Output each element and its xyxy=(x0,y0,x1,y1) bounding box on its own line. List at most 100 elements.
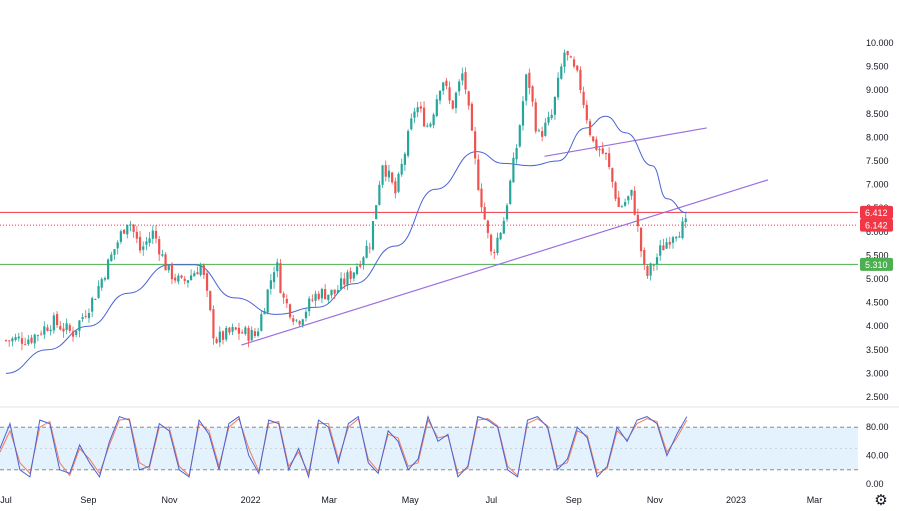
candle-body xyxy=(135,231,138,239)
price-badges: 6.412 6.142 5.310 xyxy=(860,205,893,271)
candle-body xyxy=(410,118,413,130)
settings-gear-icon[interactable]: ⚙ xyxy=(874,491,888,509)
candle xyxy=(8,339,11,347)
candle xyxy=(438,90,442,105)
candle-body xyxy=(633,190,636,215)
candle-body xyxy=(138,236,142,251)
oscillator-axis[interactable]: 80.00 40.00 0.00 xyxy=(866,422,889,489)
time-tick-label: Nov xyxy=(162,495,179,505)
candle xyxy=(132,223,135,238)
candle xyxy=(675,235,678,242)
price-tick-label: 6.000 xyxy=(866,227,889,237)
candle xyxy=(78,319,81,338)
candle-body xyxy=(8,340,11,342)
candle-body xyxy=(237,327,241,334)
price-tick-label: 4.500 xyxy=(866,298,889,308)
candle-body xyxy=(196,272,199,275)
candle-body xyxy=(336,290,339,293)
candle xyxy=(135,225,138,244)
candle xyxy=(384,160,387,182)
candle-body xyxy=(205,273,209,291)
candle-body xyxy=(116,242,119,249)
candle xyxy=(177,273,180,285)
price-tick-label: 8.500 xyxy=(866,109,889,119)
candle-body xyxy=(199,265,202,276)
candle xyxy=(426,123,429,128)
candle-body xyxy=(477,159,480,191)
candle xyxy=(107,258,110,280)
time-axis[interactable]: Jul Sep Nov 2022 Mar May Jul Sep Nov 2023 Mar xyxy=(0,495,822,505)
candle-body xyxy=(202,265,205,275)
candle-body xyxy=(486,220,489,233)
candle-body xyxy=(339,278,343,290)
candle-body xyxy=(394,181,397,194)
candle xyxy=(620,204,624,208)
candle xyxy=(627,195,630,205)
candle-body xyxy=(145,241,148,245)
candle-body xyxy=(620,206,624,208)
candle xyxy=(215,336,218,344)
candle xyxy=(62,322,65,338)
trend-lines[interactable] xyxy=(241,127,769,346)
candle-body xyxy=(314,293,317,301)
candle xyxy=(170,262,174,285)
candle-body xyxy=(400,163,403,175)
candle xyxy=(225,325,228,342)
candle xyxy=(209,290,212,312)
candle-body xyxy=(614,182,617,199)
candle xyxy=(375,205,378,220)
trend-line[interactable] xyxy=(544,127,707,157)
trend-line[interactable] xyxy=(241,179,769,346)
candle-body xyxy=(301,319,304,326)
candle-body xyxy=(158,239,161,255)
candle xyxy=(604,152,608,160)
candle-body xyxy=(225,327,228,340)
candle-body xyxy=(464,72,467,90)
candle xyxy=(193,270,196,277)
candle xyxy=(515,144,518,164)
candle-body xyxy=(333,289,336,294)
candle-body xyxy=(480,188,483,208)
candle-body xyxy=(435,99,438,117)
candle xyxy=(585,100,588,124)
candle xyxy=(655,253,659,271)
candle xyxy=(493,249,496,260)
candlesticks xyxy=(4,49,687,351)
time-tick-label: 2023 xyxy=(726,495,746,505)
candle-body xyxy=(81,317,84,320)
candle xyxy=(333,289,336,299)
candle xyxy=(346,269,349,291)
candle xyxy=(541,126,544,142)
candle-body xyxy=(14,337,17,341)
time-tick-label: Jul xyxy=(486,495,498,505)
candle-body xyxy=(684,218,687,222)
candle xyxy=(582,86,585,109)
candle xyxy=(608,147,611,170)
candle xyxy=(336,285,339,294)
candle xyxy=(355,263,359,276)
candle-body xyxy=(148,238,151,243)
candle-body xyxy=(429,123,432,127)
price-badge-label: 6.142 xyxy=(865,221,888,231)
candle-body xyxy=(167,264,170,271)
candle-body xyxy=(55,314,59,326)
candle xyxy=(432,112,435,129)
candle-body xyxy=(391,172,394,183)
candle-body xyxy=(470,103,474,131)
candle xyxy=(295,319,298,323)
horizontal-lines[interactable] xyxy=(0,211,858,265)
candle-body xyxy=(416,107,419,113)
candle xyxy=(75,330,78,338)
candle-body xyxy=(496,237,499,254)
candle-body xyxy=(285,298,288,304)
candle xyxy=(231,323,234,336)
candle-body xyxy=(183,278,186,281)
candle xyxy=(148,231,151,247)
candle-body xyxy=(298,321,301,325)
candle xyxy=(448,81,451,104)
candle xyxy=(269,273,272,295)
oscillator-tick-label: 40.00 xyxy=(866,451,889,461)
candle xyxy=(199,262,202,277)
candle-body xyxy=(454,92,458,109)
